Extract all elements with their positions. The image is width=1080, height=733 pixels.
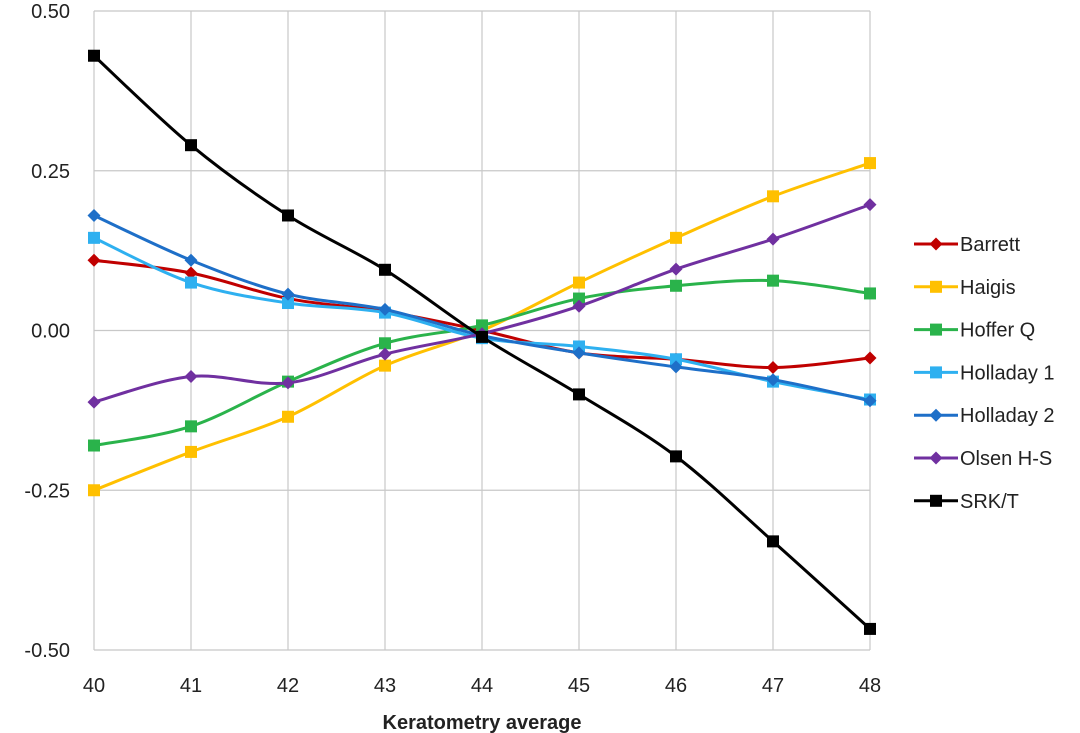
data-point-haigis	[379, 359, 391, 372]
data-point-holladay-2	[766, 373, 780, 387]
data-point-holladay-2	[87, 208, 101, 222]
data-point-srk-t	[282, 209, 294, 222]
data-point-holladay-1	[282, 297, 294, 310]
data-point-holladay-2	[378, 302, 392, 316]
data-point-holladay-2	[863, 394, 877, 408]
x-tick-label: 45	[568, 675, 590, 697]
data-point-haigis	[670, 231, 682, 244]
legend-label: Barrett	[960, 234, 1020, 256]
series-hoffer-q	[88, 274, 876, 452]
data-point-srk-t	[88, 49, 100, 62]
x-tick-label: 42	[277, 675, 299, 697]
data-point-olsen-h-s	[378, 347, 392, 361]
data-point-hoffer-q	[476, 319, 488, 332]
data-point-haigis	[767, 190, 779, 203]
data-point-holladay-2	[281, 287, 295, 301]
legend-marker-haigis	[930, 280, 942, 293]
legend-label: Holladay 2	[960, 405, 1055, 427]
data-point-holladay-2	[572, 346, 586, 360]
data-point-haigis	[185, 445, 197, 458]
data-point-srk-t	[185, 139, 197, 152]
data-point-hoffer-q	[88, 439, 100, 452]
legend-item-holladay-2: Holladay 2	[914, 405, 1055, 427]
data-point-srk-t	[864, 622, 876, 635]
data-point-holladay-1	[185, 276, 197, 289]
data-point-srk-t	[573, 388, 585, 401]
data-point-srk-t	[379, 263, 391, 276]
data-point-holladay-2	[669, 360, 683, 374]
data-point-olsen-h-s	[87, 395, 101, 409]
data-point-barrett	[863, 351, 877, 365]
y-axis-ticks: 0.50 0.25 0.00 -0.25 -0.50	[24, 1, 70, 662]
legend-marker-srk-t	[930, 494, 942, 507]
legend-item-srk-t: SRK/T	[914, 491, 1019, 513]
legend: Barrett Haigis Hoffer Q Holladay 1 Holladay …	[914, 234, 1055, 513]
legend-item-hoffer-q: Hoffer Q	[914, 320, 1035, 342]
data-point-olsen-h-s	[766, 232, 780, 246]
data-point-olsen-h-s	[863, 198, 877, 212]
data-point-barrett	[87, 253, 101, 267]
data-point-holladay-2	[184, 253, 198, 267]
data-point-haigis	[864, 157, 876, 170]
data-point-olsen-h-s	[184, 370, 198, 384]
data-point-hoffer-q	[185, 420, 197, 433]
data-point-barrett	[766, 361, 780, 375]
legend-label: SRK/T	[960, 491, 1019, 513]
data-point-srk-t	[670, 450, 682, 463]
x-tick-label: 44	[471, 675, 493, 697]
legend-marker-olsen-h-s	[929, 451, 943, 465]
data-point-hoffer-q	[670, 279, 682, 292]
data-point-barrett	[184, 266, 198, 280]
plot-series	[87, 49, 877, 635]
data-point-srk-t	[767, 535, 779, 548]
legend-item-barrett: Barrett	[914, 234, 1020, 256]
data-point-haigis	[573, 276, 585, 289]
data-point-olsen-h-s	[669, 262, 683, 276]
legend-marker-holladay-2	[929, 408, 943, 422]
legend-label: Haigis	[960, 277, 1016, 299]
legend-label: Holladay 1	[960, 362, 1055, 384]
data-point-hoffer-q	[767, 274, 779, 287]
y-tick-label: -0.25	[24, 480, 70, 502]
x-axis-ticks: 40 41 42 43 44 45 46 47 48	[83, 675, 881, 697]
legend-item-olsen-h-s: Olsen H-S	[914, 448, 1052, 470]
data-point-hoffer-q	[379, 337, 391, 350]
legend-label: Hoffer Q	[960, 320, 1035, 342]
legend-marker-holladay-1	[930, 366, 942, 379]
data-point-olsen-h-s	[572, 299, 586, 313]
y-tick-label: 0.50	[31, 1, 70, 23]
x-tick-label: 46	[665, 675, 687, 697]
legend-marker-hoffer-q	[930, 323, 942, 336]
data-point-haigis	[282, 410, 294, 423]
legend-item-holladay-1: Holladay 1	[914, 362, 1055, 384]
y-tick-label: 0.25	[31, 161, 70, 183]
x-axis-title: Keratometry average	[383, 712, 582, 733]
x-tick-label: 43	[374, 675, 396, 697]
series-srk-t	[88, 49, 876, 635]
data-point-srk-t	[476, 330, 488, 343]
x-tick-label: 47	[762, 675, 784, 697]
x-tick-label: 41	[180, 675, 202, 697]
x-tick-label: 40	[83, 675, 105, 697]
data-point-hoffer-q	[573, 292, 585, 305]
y-tick-label: 0.00	[31, 321, 70, 343]
y-tick-label: -0.50	[24, 640, 70, 662]
x-tick-label: 48	[859, 675, 881, 697]
legend-label: Olsen H-S	[960, 448, 1052, 470]
legend-item-haigis: Haigis	[914, 277, 1016, 299]
data-point-hoffer-q	[864, 287, 876, 300]
data-point-holladay-1	[88, 231, 100, 244]
data-point-holladay-1	[670, 353, 682, 366]
legend-marker-barrett	[929, 237, 943, 251]
data-point-olsen-h-s	[281, 376, 295, 390]
data-point-haigis	[88, 484, 100, 497]
